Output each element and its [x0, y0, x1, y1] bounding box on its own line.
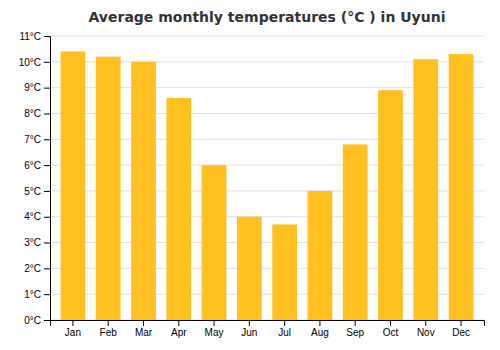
x-tick: Jun	[241, 320, 257, 338]
y-tick-mark	[44, 320, 50, 321]
y-tick-label: 0°C	[24, 315, 41, 326]
y-tick: 8°C	[24, 108, 50, 119]
y-tick-mark	[44, 268, 50, 269]
chart-container: 0°C 1°C 2°C 3°C 4°C 5°C 6°C 7°C 8°C 9°C 10°C 11°C Ja…	[0, 0, 500, 350]
y-tick-mark	[44, 139, 50, 140]
x-tick-label: May	[205, 327, 224, 338]
y-tick: 3°C	[24, 237, 50, 248]
x-tick: Jul	[278, 320, 291, 338]
x-axis: Jan Feb Mar Apr May Jun Jul Aug Sep Oct Nov Dec	[51, 320, 485, 338]
bar	[413, 59, 438, 320]
x-tick-mark	[143, 320, 144, 326]
y-tick-label: 9°C	[24, 82, 41, 93]
x-tick-label: Apr	[171, 327, 187, 338]
x-tick: Oct	[383, 320, 399, 338]
bar	[202, 165, 227, 320]
x-tick-label: Nov	[417, 327, 435, 338]
x-tick-label: Jul	[278, 327, 291, 338]
x-tick-mark	[72, 320, 73, 326]
x-tick: Feb	[100, 320, 118, 338]
y-tick: 9°C	[24, 82, 50, 93]
y-tick-label: 5°C	[24, 186, 41, 197]
x-tick-label: Dec	[452, 327, 470, 338]
x-tick: Mar	[135, 320, 153, 338]
bar	[308, 191, 333, 320]
y-tick-mark	[44, 88, 50, 89]
y-tick: 11°C	[19, 31, 50, 42]
y-tick: 1°C	[24, 289, 50, 300]
x-tick-label: Feb	[100, 327, 118, 338]
x-tick-mark	[461, 320, 462, 326]
bar	[237, 217, 262, 320]
x-tick-mark	[425, 320, 426, 326]
y-tick-label: 8°C	[24, 108, 41, 119]
y-tick: 5°C	[24, 186, 50, 197]
y-tick-mark	[44, 243, 50, 244]
x-tick: Nov	[417, 320, 435, 338]
grid	[50, 36, 484, 320]
y-tick-mark	[44, 113, 50, 114]
x-tick-mark	[319, 320, 320, 326]
bar	[131, 62, 156, 320]
y-tick: 0°C	[24, 315, 50, 326]
x-tick: Sep	[346, 320, 364, 338]
x-tick-label: Mar	[135, 327, 153, 338]
y-tick: 10°C	[19, 57, 50, 68]
x-axis-line	[51, 321, 485, 327]
bar	[61, 51, 86, 320]
x-tick: Dec	[452, 320, 470, 338]
y-tick-label: 3°C	[24, 237, 41, 248]
x-tick: Apr	[171, 320, 187, 338]
y-tick-label: 7°C	[24, 134, 41, 145]
y-tick-mark	[44, 217, 50, 218]
y-tick: 2°C	[24, 263, 50, 274]
x-tick-mark	[249, 320, 250, 326]
x-tick-mark	[214, 320, 215, 326]
y-tick-label: 1°C	[24, 289, 41, 300]
y-tick-mark	[44, 62, 50, 63]
y-tick-label: 4°C	[24, 211, 41, 222]
grid-line	[50, 36, 484, 37]
y-tick-mark	[44, 36, 50, 37]
bar	[272, 224, 297, 320]
bar	[449, 54, 474, 320]
plot-area	[61, 51, 474, 320]
y-tick-mark	[44, 165, 50, 166]
y-tick-label: 2°C	[24, 263, 41, 274]
y-tick: 6°C	[24, 160, 50, 171]
x-tick: May	[205, 320, 224, 338]
y-tick: 4°C	[24, 211, 50, 222]
y-axis-line	[44, 37, 51, 321]
x-tick-label: Oct	[383, 327, 399, 338]
x-tick-mark	[178, 320, 179, 326]
x-tick-mark	[284, 320, 285, 326]
bar	[343, 144, 368, 320]
x-tick-label: Jun	[241, 327, 257, 338]
chart-title: Average monthly temperatures (°C ) in Uy…	[89, 9, 446, 25]
y-tick-label: 10°C	[19, 57, 41, 68]
x-tick-label: Jan	[65, 327, 81, 338]
x-tick: Jan	[65, 320, 81, 338]
bar	[96, 57, 121, 320]
y-tick-label: 11°C	[19, 31, 41, 42]
y-tick: 7°C	[24, 134, 50, 145]
y-tick-mark	[44, 191, 50, 192]
x-tick-label: Aug	[311, 327, 329, 338]
x-tick-label: Sep	[346, 327, 364, 338]
x-tick-mark	[108, 320, 109, 326]
bar	[378, 90, 403, 320]
y-tick-mark	[44, 294, 50, 295]
y-axis: 0°C 1°C 2°C 3°C 4°C 5°C 6°C 7°C 8°C 9°C 10°C 11°C	[19, 31, 51, 326]
y-tick-label: 6°C	[24, 160, 41, 171]
x-tick-mark	[355, 320, 356, 326]
bar	[166, 98, 191, 320]
x-tick: Aug	[311, 320, 329, 338]
chart-svg: 0°C 1°C 2°C 3°C 4°C 5°C 6°C 7°C 8°C 9°C 10°C 11°C Ja…	[0, 0, 500, 350]
x-tick-mark	[390, 320, 391, 326]
